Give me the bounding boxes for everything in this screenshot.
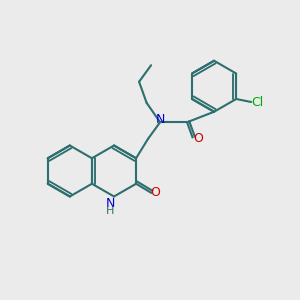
Text: O: O — [151, 186, 160, 199]
Text: Cl: Cl — [251, 95, 263, 109]
Text: O: O — [193, 132, 203, 145]
Text: N: N — [106, 196, 115, 210]
Text: H: H — [106, 206, 115, 217]
Text: N: N — [155, 113, 165, 126]
